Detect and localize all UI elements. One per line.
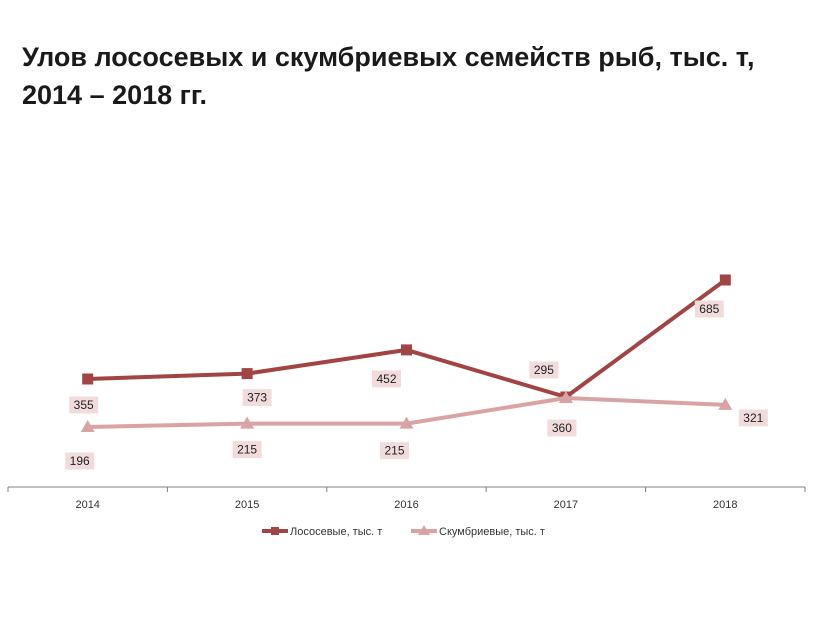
x-tick-label: 2017 <box>554 499 578 511</box>
data-point-marker <box>80 420 95 432</box>
data-label: 373 <box>247 391 267 405</box>
data-label: 215 <box>384 444 404 458</box>
data-label: 355 <box>74 398 94 412</box>
data-point-marker <box>718 397 733 410</box>
data-point-marker <box>558 391 573 403</box>
data-label: 360 <box>552 421 572 435</box>
data-label: 452 <box>376 372 396 386</box>
x-tick-label: 2014 <box>75 499 99 511</box>
data-label-box <box>380 442 409 460</box>
x-tick-label: 2016 <box>394 499 418 511</box>
data-point-marker <box>399 416 414 429</box>
data-label: 196 <box>70 454 90 468</box>
x-tick-label: 2015 <box>235 499 259 511</box>
data-point-marker <box>401 344 412 356</box>
x-tick-label: 2018 <box>713 499 737 511</box>
data-label-box <box>694 300 724 318</box>
series-line <box>87 278 727 399</box>
legend-marker <box>271 527 279 535</box>
data-label-box <box>547 419 577 437</box>
data-label-box <box>232 441 262 459</box>
legend-label: Скумбриевые, тыс. т <box>439 526 545 538</box>
data-point-marker <box>240 416 255 429</box>
legend-label: Лососевые, тыс. т <box>290 526 382 538</box>
data-label-box <box>529 361 559 379</box>
data-label: 215 <box>237 443 257 457</box>
data-point-marker <box>241 368 253 380</box>
data-label: 295 <box>534 363 554 377</box>
data-label-box <box>65 452 95 470</box>
legend-marker <box>418 525 430 535</box>
data-label-box <box>69 396 99 414</box>
data-point-marker <box>719 274 731 286</box>
data-label-box <box>242 389 272 407</box>
data-point-marker <box>82 373 94 385</box>
data-label: 685 <box>699 302 719 316</box>
chart-title: Улов лососевых и скумбриевых семейств ры… <box>22 42 755 110</box>
data-label: 321 <box>743 411 763 425</box>
data-label-box <box>738 409 768 427</box>
data-label-box <box>372 370 401 388</box>
